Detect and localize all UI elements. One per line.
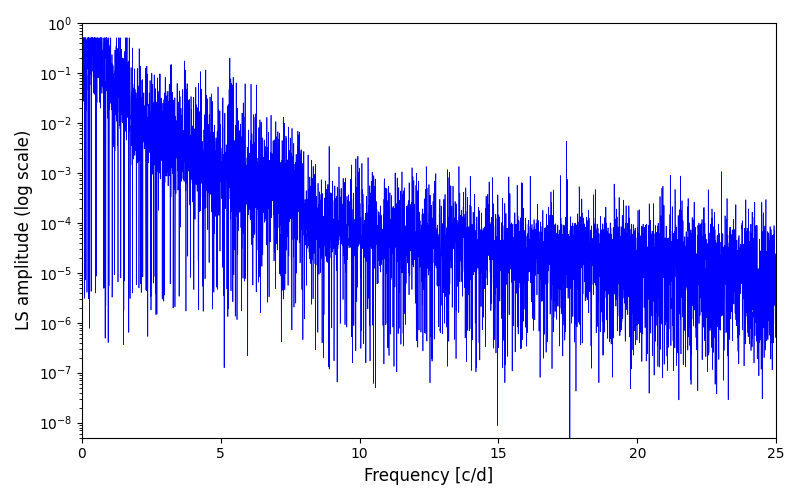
X-axis label: Frequency [c/d]: Frequency [c/d] bbox=[364, 467, 494, 485]
Y-axis label: LS amplitude (log scale): LS amplitude (log scale) bbox=[15, 130, 33, 330]
